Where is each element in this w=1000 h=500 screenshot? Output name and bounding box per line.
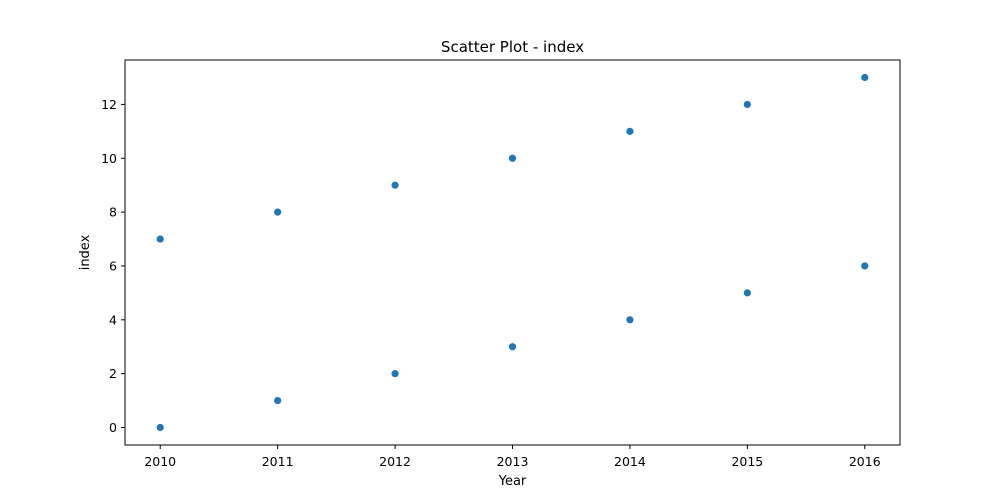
scatter-point: [156, 423, 164, 432]
scatter-point: [274, 208, 282, 216]
scatter-point: [156, 235, 164, 243]
data-points: [156, 73, 869, 432]
scatter-point: [861, 73, 869, 82]
scatter-point: [743, 289, 751, 297]
y-tick-label: 2: [109, 366, 117, 381]
x-tick-label: 2016: [849, 454, 881, 469]
y-tick-label: 4: [109, 312, 117, 327]
y-tick-label: 0: [109, 420, 117, 435]
scatter-point: [391, 181, 399, 189]
y-axis: 0 2 4 6 8 10 12: [101, 97, 125, 435]
plot-frame: [124, 59, 901, 446]
scatter-point: [274, 396, 282, 405]
x-tick-label: 2012: [379, 454, 411, 469]
y-tick-label: 12: [101, 97, 117, 112]
y-tick-label: 8: [109, 205, 117, 220]
y-tick-label: 10: [101, 151, 117, 166]
x-axis-label: Year: [498, 474, 527, 489]
x-tick-label: 2013: [497, 454, 529, 469]
x-tick-label: 2015: [731, 454, 763, 469]
scatter-point: [508, 154, 517, 162]
scatter-point: [391, 370, 399, 378]
chart-title: Scatter Plot - index: [441, 38, 584, 56]
scatter-point: [861, 262, 869, 270]
scatter-point: [626, 127, 634, 135]
x-tick-label: 2010: [144, 454, 176, 469]
y-tick-label: 6: [109, 258, 117, 273]
x-axis: 2010 2011 2012 2013 2014 2015 2016: [144, 445, 881, 469]
scatter-point: [508, 343, 517, 351]
x-tick-label: 2014: [614, 454, 646, 469]
scatter-point: [743, 100, 751, 109]
scatter-point: [626, 316, 634, 324]
y-axis-label: index: [78, 234, 93, 270]
x-tick-label: 2011: [262, 454, 294, 469]
